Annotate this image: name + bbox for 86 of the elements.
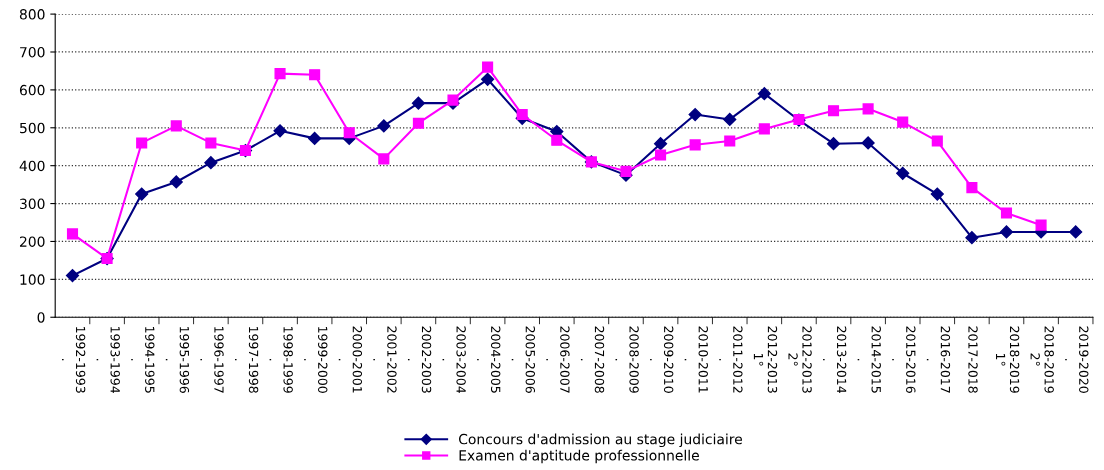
point (66, 228, 79, 240)
point (205, 137, 217, 149)
x-tick-label: 1992-1993 . (62, 326, 86, 393)
point (65, 268, 80, 283)
point (378, 153, 390, 165)
x-tick-label: 1993-1994 . (96, 326, 120, 394)
point (309, 69, 321, 81)
point (1069, 225, 1083, 239)
point (170, 120, 182, 132)
point (757, 87, 771, 101)
point (999, 225, 1014, 239)
point (482, 61, 494, 73)
x-tick-label: 1994-1995 . (131, 326, 155, 393)
point (861, 136, 875, 150)
point (1035, 219, 1047, 231)
y-tick-label: 500 (20, 122, 45, 134)
point (965, 231, 979, 245)
x-tick-label: 2015-2016 . (892, 326, 916, 393)
point (655, 149, 667, 161)
point (343, 127, 355, 139)
point (135, 187, 149, 201)
point (931, 135, 943, 147)
x-tick-label: 2008-2009 . (615, 326, 639, 393)
x-tick-label: 2014-2015 . (857, 326, 881, 393)
point (481, 72, 495, 86)
point (169, 175, 183, 189)
x-tick-label: 2018-2019 1° (996, 326, 1020, 393)
x-tick-label: 2002-2003 . (407, 326, 432, 393)
y-tick-label: 0 (37, 312, 45, 323)
y-tick-label: 700 (20, 46, 45, 58)
point (653, 137, 668, 151)
point (551, 134, 563, 146)
y-tick-label: 600 (19, 84, 45, 96)
point (447, 94, 459, 106)
y-tick-label: 300 (20, 198, 45, 210)
x-tick-label: 2012-2013 1° (753, 326, 778, 393)
point (274, 68, 286, 80)
x-tick-label: 2017-2018 (968, 326, 978, 393)
x-tick-label: 2010-2011 . (684, 326, 708, 393)
point (620, 165, 632, 177)
y-tick-label: 800 (19, 9, 45, 20)
x-tick-label: 2006-2007 . (546, 326, 570, 393)
point (308, 131, 322, 145)
point (826, 137, 841, 151)
point (516, 108, 528, 121)
y-tick-label: 400 (19, 160, 45, 172)
x-tick-label: 2018-2019 2° (1030, 326, 1054, 393)
point (966, 182, 978, 194)
point (896, 166, 910, 180)
x-tick-label: 2000-2001 . (338, 326, 363, 393)
x-tick-label: 2019-2020 . (1065, 326, 1089, 393)
x-tick-label: 2003-2004 . (442, 326, 466, 394)
y-tick-label: 200 (19, 236, 45, 247)
point (897, 116, 909, 128)
legend-label: Examen d'aptitude professionnelle (459, 449, 699, 464)
point (412, 117, 424, 129)
x-tick-label: 2016-2017 . (926, 326, 951, 393)
point (1000, 207, 1013, 219)
x-tick-label: 2004-2005 . (477, 326, 501, 393)
x-tick-label: 2001-2002 . (373, 326, 397, 393)
x-tick-label: 2007-2008 . (580, 326, 605, 393)
x-tick-label: 1997-1998 . (235, 326, 259, 393)
point (827, 105, 840, 117)
x-tick-label: 2009-2010 . (650, 326, 674, 393)
x-tick-label: 1999-2000 . (304, 326, 328, 393)
x-tick-label: 2011-2012 . (719, 326, 743, 393)
y-tick-label: 100 (20, 274, 45, 285)
x-tick-label: 2013-2014 . (823, 326, 847, 394)
point (758, 123, 770, 135)
point (688, 107, 702, 122)
point (862, 103, 874, 115)
point (377, 119, 391, 133)
point (204, 156, 218, 170)
x-tick-label: 1995-1996 . (165, 326, 190, 393)
point (136, 137, 148, 149)
point (723, 112, 737, 127)
point (273, 124, 287, 138)
x-tick-label: 1998-1999 . (269, 326, 293, 393)
point (724, 135, 736, 147)
x-tick-label: 1996-1997 . (200, 326, 224, 393)
legend-label: Concours d'admission au stage judiciaire (458, 433, 742, 448)
point (689, 139, 701, 151)
x-tick-label: 2012-2013 2° (788, 326, 812, 393)
point (930, 187, 944, 201)
x-tick-label: 2005-2006 . (511, 326, 536, 393)
point (411, 96, 426, 110)
